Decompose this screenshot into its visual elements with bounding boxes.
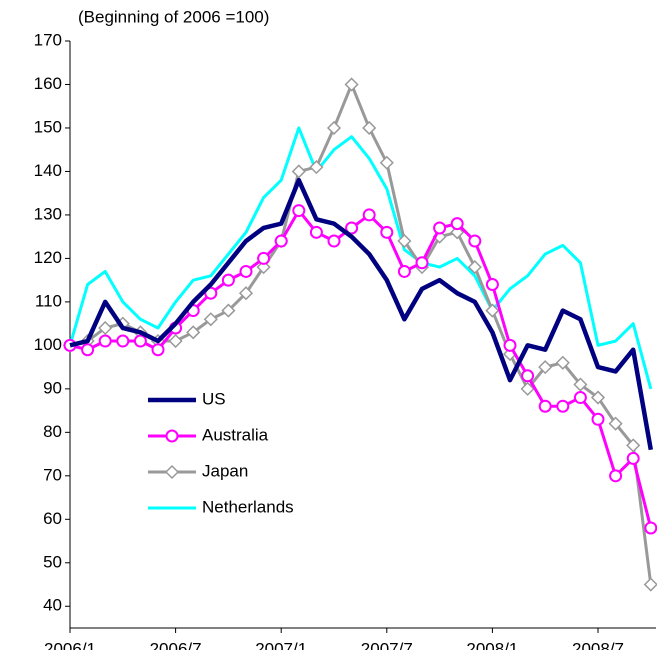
x-tick-label: 2007/7 bbox=[361, 639, 413, 650]
y-tick-label: 80 bbox=[43, 422, 62, 441]
x-tick-label: 2008/7 bbox=[572, 639, 624, 650]
x-tick-label: 2006/1 bbox=[44, 639, 96, 650]
data-point bbox=[239, 264, 253, 278]
data-point bbox=[362, 120, 377, 136]
legend-label: Japan bbox=[202, 461, 248, 480]
data-point bbox=[98, 320, 113, 336]
data-point bbox=[291, 164, 306, 179]
y-tick-label: 170 bbox=[34, 30, 62, 49]
data-point bbox=[221, 303, 236, 318]
x-tick-label: 2008/1 bbox=[466, 639, 518, 650]
y-tick-label: 160 bbox=[34, 74, 62, 93]
data-point bbox=[591, 412, 605, 426]
data-point bbox=[520, 381, 535, 396]
data-point bbox=[116, 334, 130, 348]
data-point bbox=[397, 264, 411, 278]
data-point bbox=[590, 390, 606, 405]
data-point bbox=[643, 577, 657, 592]
y-tick-label: 110 bbox=[35, 291, 62, 310]
data-point bbox=[573, 377, 588, 392]
data-point bbox=[556, 399, 570, 413]
x-tick-label: 2007/1 bbox=[255, 639, 307, 650]
y-tick-label: 120 bbox=[34, 248, 62, 267]
chart-subtitle: (Beginning of 2006 =100) bbox=[78, 7, 269, 26]
data-point bbox=[327, 234, 341, 248]
data-point bbox=[221, 273, 235, 287]
data-point bbox=[609, 469, 623, 483]
data-point bbox=[485, 303, 500, 318]
data-point bbox=[555, 355, 570, 370]
legend-marker bbox=[164, 464, 180, 480]
data-point bbox=[292, 204, 306, 218]
legend-marker bbox=[165, 429, 179, 443]
data-point bbox=[433, 221, 447, 235]
data-point bbox=[133, 334, 147, 348]
data-point bbox=[468, 234, 482, 248]
data-point bbox=[626, 438, 641, 453]
y-tick-label: 70 bbox=[43, 465, 62, 484]
data-point bbox=[644, 521, 657, 535]
x-tick-label: 2006/7 bbox=[150, 639, 202, 650]
data-point bbox=[626, 451, 640, 465]
y-tick-label: 150 bbox=[34, 117, 62, 136]
data-point bbox=[326, 120, 342, 136]
data-point bbox=[81, 343, 95, 357]
data-point bbox=[203, 312, 218, 327]
y-tick-label: 40 bbox=[43, 596, 62, 615]
series-line bbox=[69, 209, 653, 529]
y-tick-label: 60 bbox=[43, 509, 62, 528]
legend-label: Netherlands bbox=[202, 497, 294, 516]
data-point bbox=[538, 399, 552, 413]
data-point bbox=[344, 77, 359, 92]
data-point bbox=[204, 286, 218, 300]
legend-label: US bbox=[202, 389, 226, 408]
data-point bbox=[415, 256, 429, 270]
legend-label: Australia bbox=[202, 425, 269, 444]
data-point bbox=[503, 338, 517, 352]
series-line bbox=[69, 82, 653, 585]
y-tick-label: 100 bbox=[34, 335, 62, 354]
data-point bbox=[309, 225, 323, 239]
data-point bbox=[186, 325, 201, 340]
data-point bbox=[379, 155, 394, 170]
data-point bbox=[98, 334, 112, 348]
data-point bbox=[274, 234, 288, 248]
data-point bbox=[397, 233, 412, 249]
series-line bbox=[69, 177, 654, 451]
data-point bbox=[485, 277, 499, 291]
y-tick-label: 50 bbox=[43, 552, 62, 571]
data-point bbox=[257, 251, 271, 265]
data-point bbox=[168, 333, 183, 349]
y-tick-label: 90 bbox=[43, 378, 62, 397]
data-point bbox=[151, 343, 165, 357]
y-tick-label: 140 bbox=[34, 161, 62, 180]
data-point bbox=[608, 416, 623, 431]
data-point bbox=[538, 360, 553, 375]
data-point bbox=[238, 286, 254, 301]
data-point bbox=[380, 225, 394, 239]
data-point bbox=[450, 217, 464, 231]
data-point bbox=[345, 221, 359, 235]
y-tick-label: 130 bbox=[34, 204, 62, 223]
data-point bbox=[362, 208, 376, 222]
data-point bbox=[573, 391, 587, 405]
data-point bbox=[521, 369, 535, 383]
series-line bbox=[68, 126, 653, 390]
data-point bbox=[467, 260, 482, 275]
data-point bbox=[309, 160, 324, 175]
